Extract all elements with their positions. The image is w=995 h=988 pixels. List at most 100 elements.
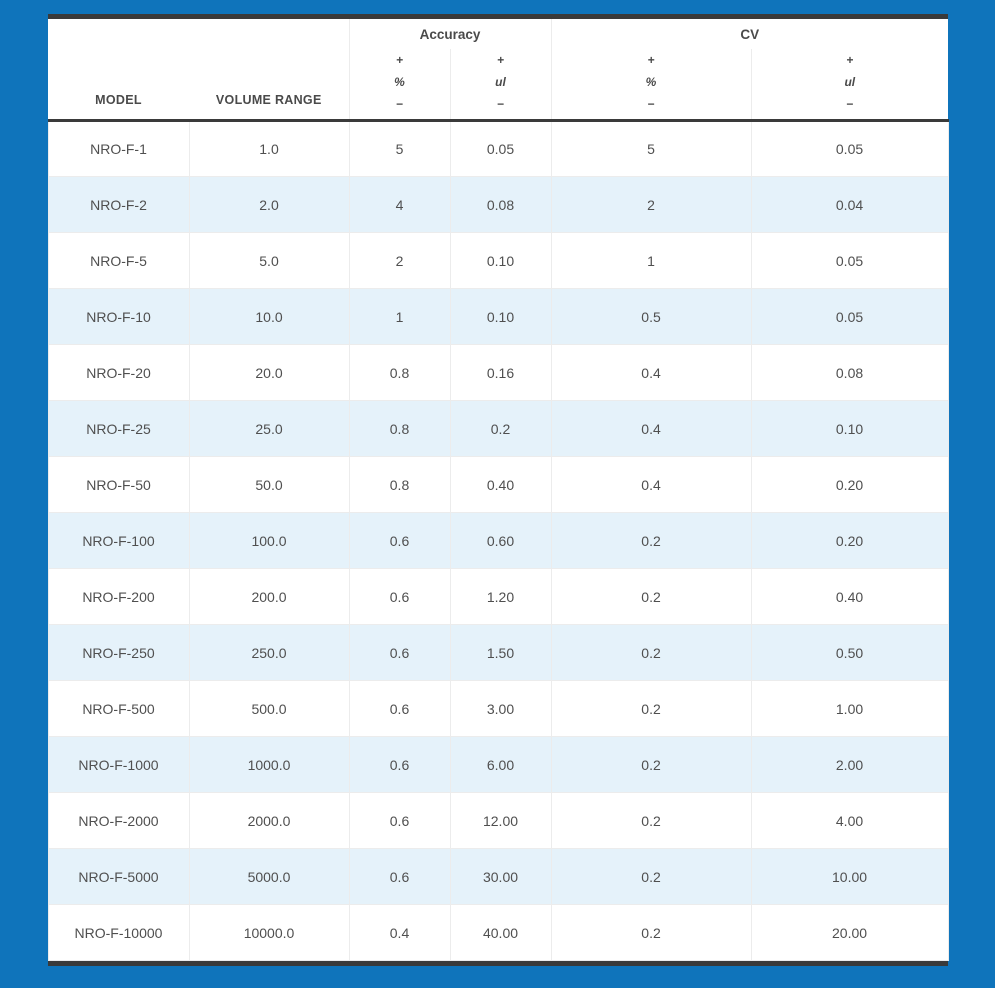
table-row: NRO-F-2 2.0 4 0.08 2 0.04 — [47, 176, 949, 233]
minus-sign: − — [846, 97, 854, 111]
cell-cv-ul: 0.20 — [750, 456, 949, 513]
cell-volume-range: 100.0 — [188, 512, 350, 569]
cell-accuracy-ul: 40.00 — [449, 904, 552, 961]
cell-volume-range: 1.0 — [188, 120, 350, 177]
cell-model: NRO-F-5000 — [47, 848, 190, 905]
cell-accuracy-ul: 0.10 — [449, 288, 552, 345]
table-row: NRO-F-1000 1000.0 0.6 6.00 0.2 2.00 — [47, 736, 949, 793]
cell-model: NRO-F-1000 — [47, 736, 190, 793]
cell-accuracy-percent: 0.6 — [348, 792, 451, 849]
cell-volume-range: 200.0 — [188, 568, 350, 625]
cell-cv-percent: 0.2 — [550, 904, 752, 961]
cell-accuracy-percent: 0.8 — [348, 400, 451, 457]
cell-model: NRO-F-2000 — [47, 792, 190, 849]
minus-sign: − — [497, 97, 505, 111]
cell-accuracy-ul: 3.00 — [449, 680, 552, 737]
cell-cv-ul: 0.05 — [750, 232, 949, 289]
cell-accuracy-ul: 0.60 — [449, 512, 552, 569]
cell-cv-percent: 0.2 — [550, 680, 752, 737]
header-row-groups: MODEL VOLUME RANGE Accuracy CV — [48, 19, 949, 122]
cell-cv-percent: 2 — [550, 176, 752, 233]
table-row: NRO-F-5000 5000.0 0.6 30.00 0.2 10.00 — [47, 848, 949, 905]
minus-sign: − — [395, 97, 403, 111]
cell-cv-percent: 0.2 — [550, 512, 752, 569]
cell-accuracy-percent: 1 — [348, 288, 451, 345]
cell-cv-ul: 1.00 — [750, 680, 949, 737]
table-row: NRO-F-25 25.0 0.8 0.2 0.4 0.10 — [47, 400, 949, 457]
col-header-model: MODEL — [48, 19, 189, 122]
cell-volume-range: 5.0 — [188, 232, 350, 289]
cell-accuracy-percent: 0.8 — [348, 456, 451, 513]
cell-accuracy-percent: 4 — [348, 176, 451, 233]
cell-model: NRO-F-10000 — [47, 904, 190, 961]
cell-accuracy-ul: 0.40 — [449, 456, 552, 513]
cell-cv-percent: 0.2 — [550, 568, 752, 625]
cell-accuracy-percent: 0.6 — [348, 680, 451, 737]
col-header-cv-ul: + ul − — [750, 49, 949, 122]
cell-accuracy-ul: 0.2 — [449, 400, 552, 457]
table-row: NRO-F-500 500.0 0.6 3.00 0.2 1.00 — [47, 680, 949, 737]
header-row-units: + % − + ul − + % − + — [48, 49, 949, 122]
table-row: NRO-F-250 250.0 0.6 1.50 0.2 0.50 — [47, 624, 949, 681]
col-header-accuracy-ul: + ul − — [449, 49, 552, 122]
cell-volume-range: 1000.0 — [188, 736, 350, 793]
cell-volume-range: 25.0 — [188, 400, 350, 457]
col-group-cv: CV — [550, 19, 949, 49]
cell-cv-ul: 0.40 — [750, 568, 949, 625]
pipette-spec-table: MODEL VOLUME RANGE Accuracy CV + % − + u… — [47, 19, 949, 961]
minus-sign: − — [647, 97, 655, 111]
table-body: NRO-F-1 1.0 5 0.05 5 0.05 NRO-F-2 2.0 4 0.08 2 0.04… — [47, 120, 949, 961]
cell-cv-ul: 0.04 — [750, 176, 949, 233]
cell-model: NRO-F-50 — [47, 456, 190, 513]
cell-accuracy-percent: 0.6 — [348, 624, 451, 681]
table-row: NRO-F-10000 10000.0 0.4 40.00 0.2 20.00 — [47, 904, 949, 961]
cell-volume-range: 2000.0 — [188, 792, 350, 849]
table-row: NRO-F-10 10.0 1 0.10 0.5 0.05 — [47, 288, 949, 345]
cell-cv-ul: 0.10 — [750, 400, 949, 457]
col-group-accuracy: Accuracy — [348, 19, 552, 49]
table-row: NRO-F-1 1.0 5 0.05 5 0.05 — [47, 120, 949, 177]
cell-model: NRO-F-5 — [47, 232, 190, 289]
cell-model: NRO-F-20 — [47, 344, 190, 401]
percent-sign: % — [645, 75, 657, 89]
cell-accuracy-ul: 6.00 — [449, 736, 552, 793]
cell-cv-ul: 0.05 — [750, 288, 949, 345]
cell-model: NRO-F-1 — [47, 120, 190, 177]
cell-model: NRO-F-500 — [47, 680, 190, 737]
ul-label: ul — [844, 75, 856, 89]
cell-accuracy-percent: 2 — [348, 232, 451, 289]
col-header-accuracy-percent: + % − — [348, 49, 450, 122]
cell-accuracy-percent: 0.4 — [348, 904, 451, 961]
table-row: NRO-F-200 200.0 0.6 1.20 0.2 0.40 — [47, 568, 949, 625]
cell-accuracy-ul: 0.08 — [449, 176, 552, 233]
plus-sign: + — [497, 53, 505, 67]
cell-model: NRO-F-250 — [47, 624, 190, 681]
cell-cv-percent: 0.4 — [550, 456, 752, 513]
cell-model: NRO-F-25 — [47, 400, 190, 457]
cell-cv-ul: 0.20 — [750, 512, 949, 569]
cell-accuracy-percent: 0.6 — [348, 736, 451, 793]
table-row: NRO-F-2000 2000.0 0.6 12.00 0.2 4.00 — [47, 792, 949, 849]
ul-label: ul — [495, 75, 506, 89]
cell-cv-percent: 5 — [550, 120, 752, 177]
table-row: NRO-F-100 100.0 0.6 0.60 0.2 0.20 — [47, 512, 949, 569]
cell-cv-percent: 0.2 — [550, 792, 752, 849]
cell-volume-range: 500.0 — [188, 680, 350, 737]
cell-model: NRO-F-10 — [47, 288, 190, 345]
cell-cv-ul: 10.00 — [750, 848, 949, 905]
cell-cv-ul: 20.00 — [750, 904, 949, 961]
cell-volume-range: 10.0 — [188, 288, 350, 345]
cell-cv-percent: 0.5 — [550, 288, 752, 345]
spec-table: MODEL VOLUME RANGE Accuracy CV + % − + u… — [47, 14, 949, 966]
cell-accuracy-ul: 30.00 — [449, 848, 552, 905]
cell-accuracy-ul: 0.10 — [449, 232, 552, 289]
cell-accuracy-percent: 0.6 — [348, 848, 451, 905]
cell-cv-ul: 2.00 — [750, 736, 949, 793]
cell-model: NRO-F-100 — [47, 512, 190, 569]
cell-accuracy-ul: 1.50 — [449, 624, 552, 681]
percent-sign: % — [394, 75, 405, 89]
cell-cv-percent: 0.2 — [550, 848, 752, 905]
cell-accuracy-ul: 12.00 — [449, 792, 552, 849]
cell-cv-ul: 0.50 — [750, 624, 949, 681]
